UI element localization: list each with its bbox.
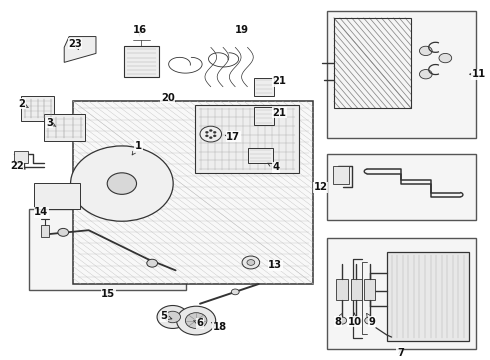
Text: 19: 19 [235, 25, 249, 35]
Text: 13: 13 [269, 260, 282, 270]
Circle shape [213, 135, 216, 137]
Text: 12: 12 [314, 182, 328, 192]
Bar [124, 46, 159, 77]
Circle shape [205, 131, 208, 133]
Text: 20: 20 [161, 93, 175, 103]
Text: 16: 16 [132, 25, 147, 36]
Bar [73, 101, 314, 284]
Circle shape [242, 256, 260, 269]
Circle shape [231, 289, 239, 295]
Text: 23: 23 [68, 39, 82, 50]
Text: 6: 6 [194, 319, 203, 328]
Circle shape [365, 317, 374, 324]
Circle shape [205, 135, 208, 137]
Bar [327, 154, 476, 220]
Text: 18: 18 [212, 322, 227, 332]
Circle shape [107, 173, 137, 194]
Circle shape [419, 69, 432, 79]
Text: 8: 8 [334, 313, 343, 327]
Bar [34, 183, 80, 210]
Bar [195, 105, 299, 173]
Circle shape [419, 46, 432, 55]
Circle shape [200, 126, 221, 142]
Text: 5: 5 [160, 311, 172, 321]
Text: 1: 1 [132, 141, 142, 155]
Bar [254, 107, 274, 125]
Text: 11: 11 [469, 69, 486, 79]
Circle shape [176, 306, 216, 335]
Circle shape [209, 136, 212, 139]
Bar [327, 11, 476, 138]
Text: 4: 4 [268, 162, 279, 172]
Circle shape [209, 130, 212, 132]
Bar [350, 279, 362, 300]
Circle shape [439, 53, 452, 63]
Text: 3: 3 [46, 118, 56, 127]
Text: 10: 10 [347, 313, 362, 327]
Bar [336, 279, 347, 300]
Bar [334, 18, 411, 108]
Text: 14: 14 [34, 207, 49, 217]
Circle shape [147, 259, 158, 267]
Circle shape [165, 311, 180, 323]
Bar [29, 209, 186, 291]
Bar [333, 166, 348, 184]
Text: 21: 21 [272, 76, 286, 86]
Text: 22: 22 [10, 161, 25, 171]
Bar [364, 279, 375, 300]
Circle shape [337, 317, 346, 324]
Bar [248, 148, 273, 163]
Text: 15: 15 [101, 289, 115, 299]
Bar [387, 252, 469, 341]
Bar [21, 96, 54, 121]
Bar [14, 151, 28, 163]
Circle shape [213, 131, 216, 133]
Bar [44, 114, 85, 141]
Bar [41, 225, 49, 237]
Text: 21: 21 [272, 108, 286, 118]
Circle shape [58, 228, 69, 236]
Circle shape [157, 306, 188, 328]
Circle shape [247, 260, 255, 265]
Text: 17: 17 [225, 132, 240, 142]
Text: 2: 2 [18, 99, 28, 109]
Polygon shape [64, 37, 96, 62]
Circle shape [351, 317, 361, 324]
Circle shape [71, 146, 173, 221]
Circle shape [185, 313, 207, 328]
Text: 9: 9 [367, 313, 375, 327]
Bar [327, 238, 476, 349]
Text: 7: 7 [397, 348, 404, 358]
Bar [254, 78, 274, 96]
